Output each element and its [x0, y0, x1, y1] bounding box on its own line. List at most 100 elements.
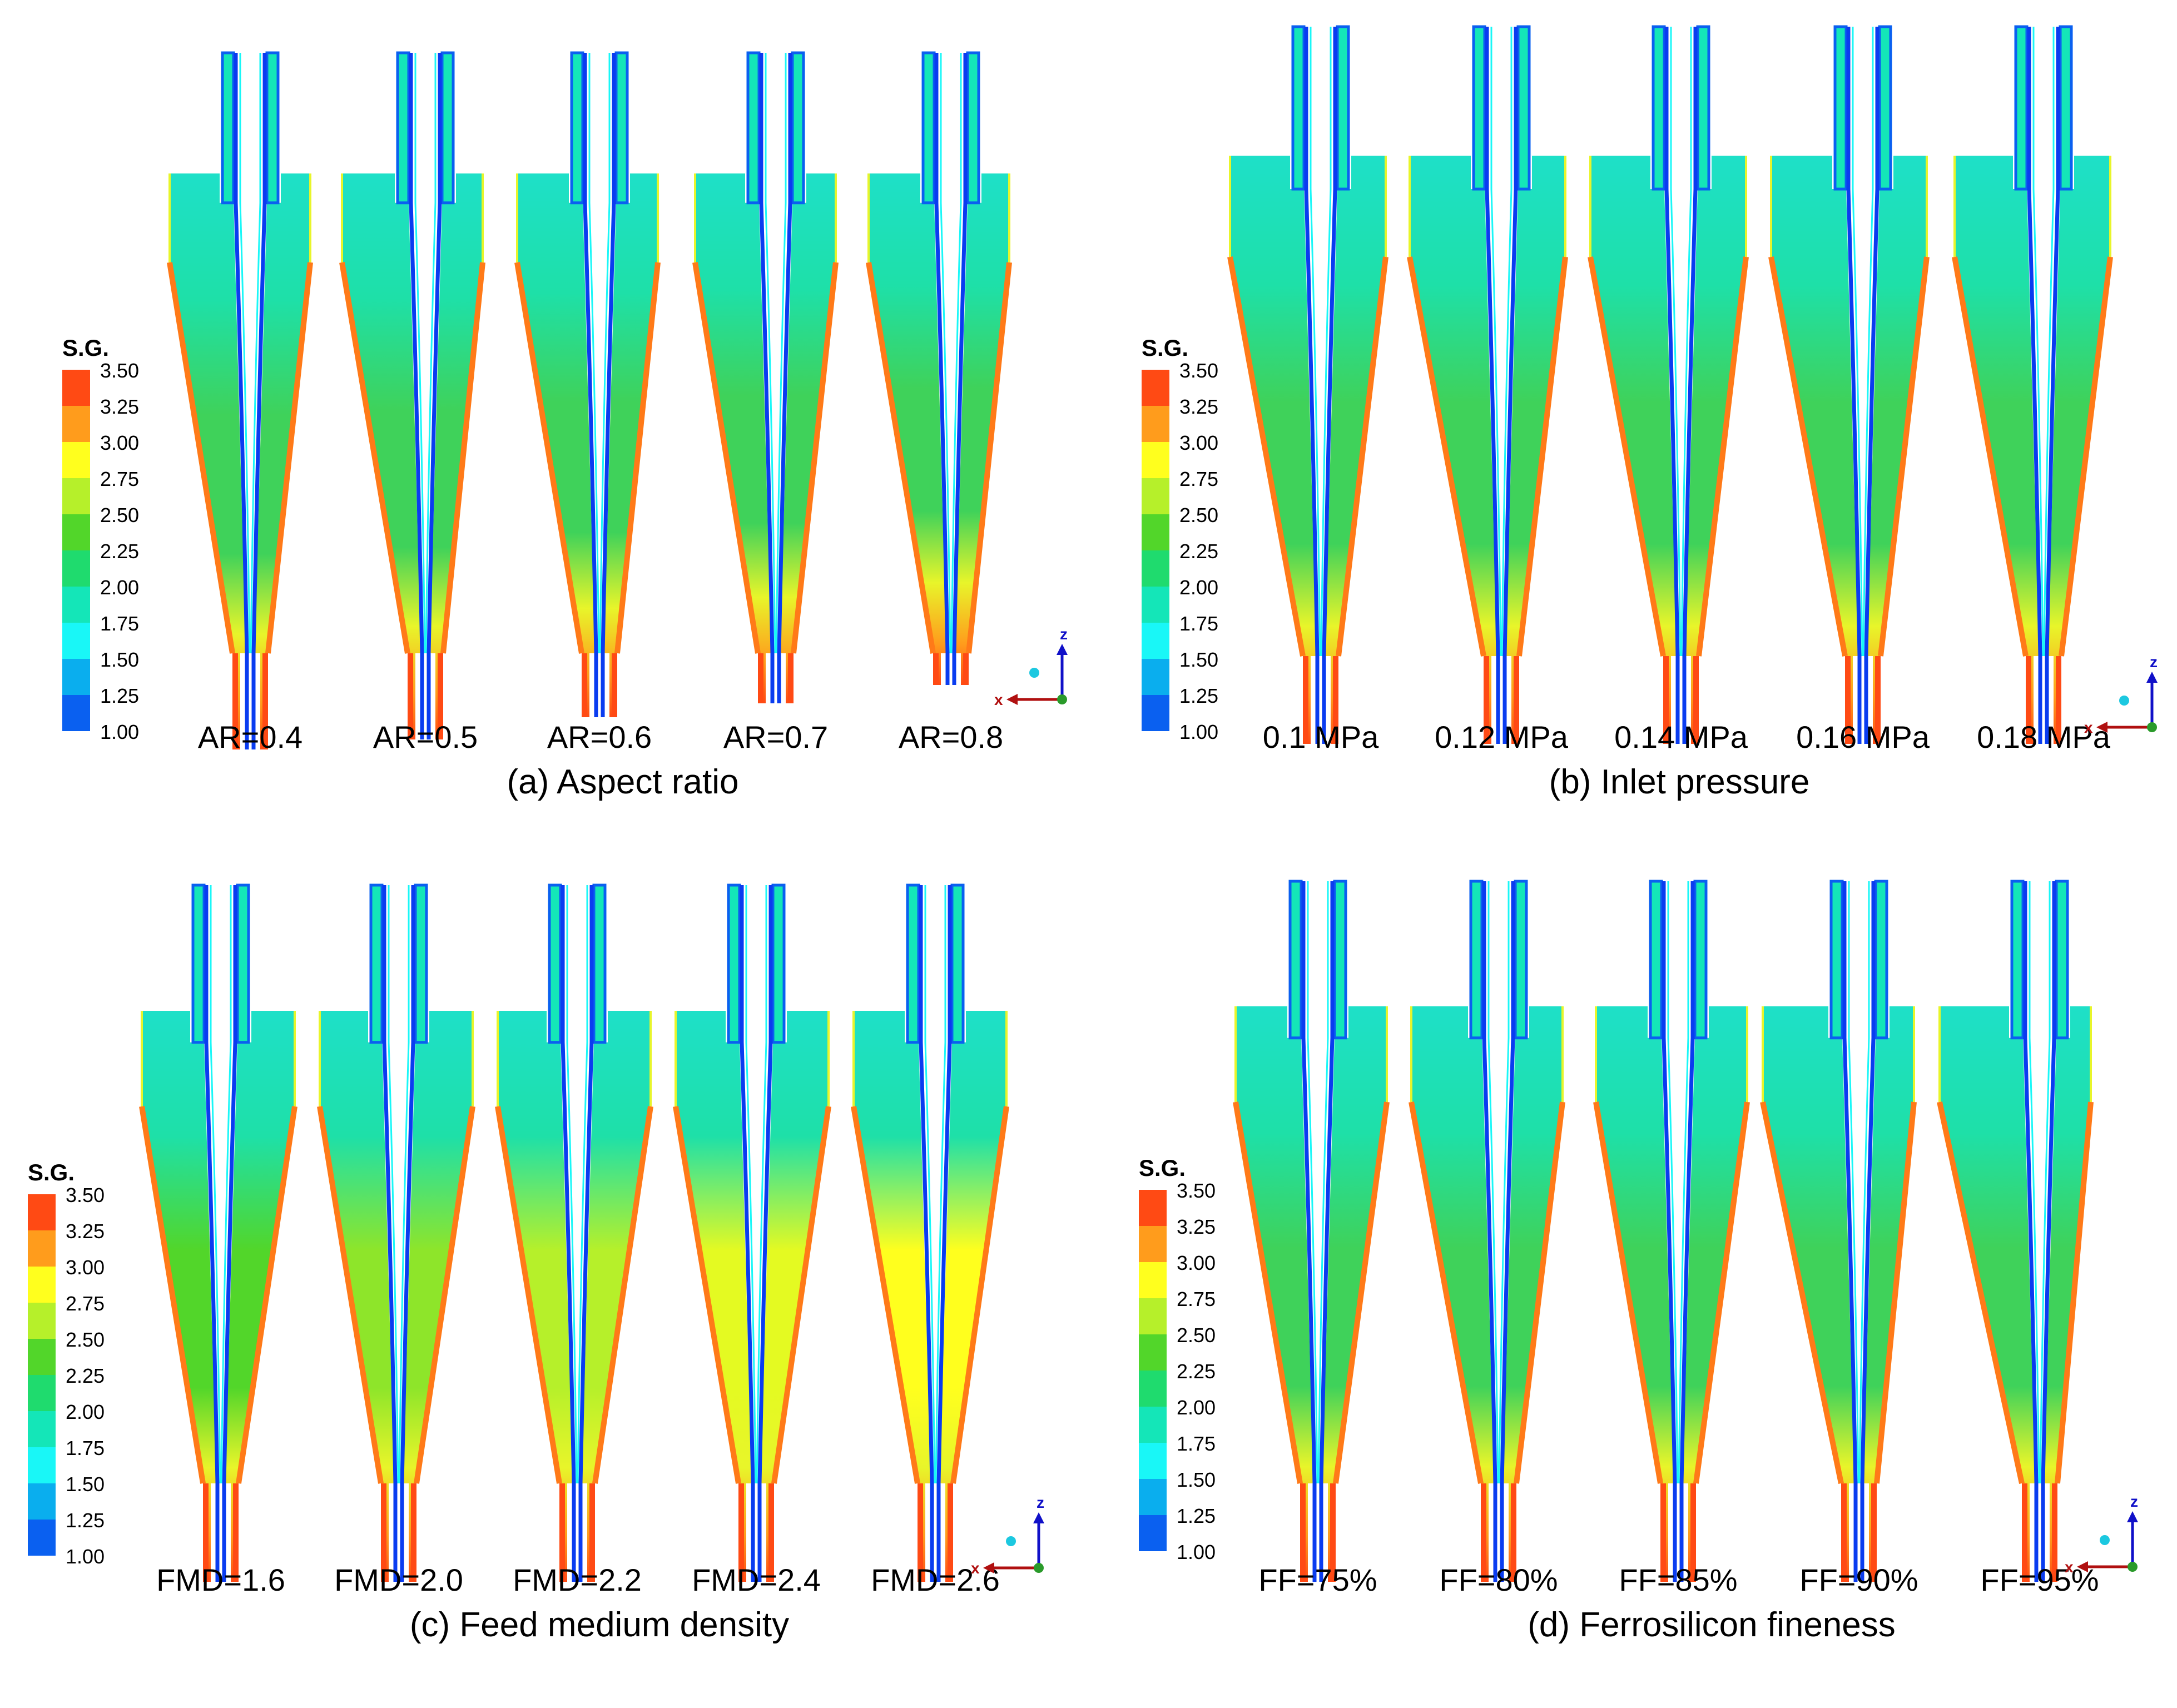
legend-swatch — [1142, 478, 1169, 514]
case-label: FF=75% — [1258, 1562, 1377, 1597]
legend-tick: 2.75 — [100, 468, 139, 490]
legend-tick: 2.50 — [100, 504, 139, 527]
legend-swatch — [62, 587, 90, 623]
legend-tick: 1.00 — [66, 1545, 105, 1568]
axis-z-label: z — [1060, 625, 1068, 643]
cyclone-contour — [673, 883, 831, 1582]
legend-tick: 2.75 — [1177, 1288, 1216, 1310]
legend-tick: 2.25 — [1177, 1360, 1216, 1383]
legend-tick: 1.00 — [100, 721, 139, 743]
case-label: FF=95% — [1980, 1562, 2099, 1597]
legend-swatch — [28, 1411, 56, 1447]
legend-swatch — [1139, 1262, 1167, 1298]
axis-triad: zx — [2084, 653, 2158, 736]
panel-caption: (b) Inlet pressure — [1549, 763, 1810, 801]
legend-tick: 3.50 — [1177, 1179, 1216, 1202]
case-label: AR=0.8 — [899, 719, 1003, 754]
legend-swatch — [1139, 1190, 1167, 1226]
case-label: 0.1 MPa — [1263, 719, 1379, 754]
legend-swatch — [1139, 1298, 1167, 1334]
legend-swatch — [1139, 1334, 1167, 1371]
case-label: FMD=1.6 — [156, 1562, 285, 1597]
legend-tick: 2.25 — [100, 540, 139, 563]
legend-tick: 2.75 — [66, 1292, 105, 1315]
case-label: FMD=2.2 — [513, 1562, 642, 1597]
legend-title: S.G. — [1142, 335, 1188, 361]
legend-title: S.G. — [28, 1159, 75, 1185]
axis-z-label: z — [2150, 653, 2158, 671]
panel-caption: (c) Feed medium density — [410, 1606, 789, 1644]
legend-swatch — [62, 370, 90, 406]
legend-swatch — [1142, 623, 1169, 659]
legend-tick: 2.25 — [1179, 540, 1218, 563]
cyclone-contour — [139, 883, 297, 1582]
cyclone-contour — [1937, 880, 2094, 1582]
legend-tick: 1.00 — [1177, 1541, 1216, 1563]
panel-d: FF=75% FF=80% FF=85% FF=90% FF=95% (d) Ferros… — [1139, 880, 2138, 1644]
legend-swatch — [62, 659, 90, 695]
axis-z-label: z — [2130, 1493, 2138, 1510]
cyclone-contour — [1233, 880, 1390, 1582]
legend-swatch — [62, 514, 90, 550]
cyclone-contour — [1227, 25, 1388, 744]
cyclone-contour — [1588, 25, 1749, 744]
case-label: 0.14 MPa — [1614, 719, 1748, 754]
cyclone-contour — [1409, 880, 1565, 1582]
legend-tick: 3.25 — [66, 1220, 105, 1243]
axis-x-label: x — [971, 1560, 980, 1577]
legend-tick: 1.25 — [66, 1509, 105, 1532]
legend-swatch — [1142, 587, 1169, 623]
case-label: 0.18 MPa — [1977, 719, 2111, 754]
legend-tick: 2.00 — [1177, 1396, 1216, 1419]
legend-tick: 1.25 — [1177, 1505, 1216, 1527]
panel-caption: (a) Aspect ratio — [507, 763, 739, 801]
legend-swatch — [1139, 1371, 1167, 1407]
legend-swatch — [1139, 1479, 1167, 1515]
panel-c: FMD=1.6 FMD=2.0 FMD=2.2 FMD=2.4 FMD=2.6 (c) F… — [28, 883, 1044, 1644]
legend-tick: 1.25 — [100, 684, 139, 707]
legend-swatch — [62, 406, 90, 442]
cyclone-contour — [692, 51, 839, 703]
panel-b: 0.1 MPa 0.12 MPa 0.14 MPa 0.16 MPa 0.18 MPa (… — [1142, 25, 2158, 801]
legend-swatch — [62, 550, 90, 587]
legend-swatch — [28, 1447, 56, 1483]
case-label: AR=0.5 — [373, 719, 478, 754]
case-label: AR=0.7 — [723, 719, 828, 754]
case-label: FF=90% — [1799, 1562, 1918, 1597]
axis-x-label: x — [994, 691, 1003, 708]
color-legend: S.G.3.50 3.25 3.00 2.75 2.50 2.25 2.00 1.75 1.50… — [62, 335, 139, 743]
legend-tick: 1.50 — [1179, 648, 1218, 671]
legend-tick: 1.25 — [1179, 684, 1218, 707]
legend-tick: 3.00 — [1177, 1252, 1216, 1274]
legend-tick: 3.00 — [1179, 431, 1218, 454]
legend-swatch — [62, 442, 90, 478]
legend-tick: 2.50 — [66, 1328, 105, 1351]
legend-swatch — [62, 623, 90, 659]
legend-swatch — [28, 1375, 56, 1411]
legend-swatch — [1142, 406, 1169, 442]
legend-tick: 1.75 — [66, 1437, 105, 1459]
cyclone-contour — [514, 51, 661, 717]
axis-z-label: z — [1037, 1494, 1044, 1511]
cyclone-contour — [1768, 25, 1930, 744]
legend-swatch — [1139, 1226, 1167, 1262]
legend-tick: 3.50 — [1179, 359, 1218, 382]
legend-swatch — [1142, 442, 1169, 478]
color-legend: S.G.3.50 3.25 3.00 2.75 2.50 2.25 2.00 1.75 1.50… — [1139, 1155, 1216, 1563]
color-legend: S.G.3.50 3.25 3.00 2.75 2.50 2.25 2.00 1.75 1.50… — [1142, 335, 1218, 743]
cyclone-contour — [317, 883, 475, 1582]
legend-tick: 2.75 — [1179, 468, 1218, 490]
legend-tick: 2.00 — [100, 576, 139, 599]
cyclone-contour — [1760, 880, 1917, 1582]
case-label: FF=80% — [1439, 1562, 1558, 1597]
legend-tick: 3.25 — [1179, 395, 1218, 418]
legend-swatch — [28, 1520, 56, 1556]
legend-tick: 2.25 — [66, 1364, 105, 1387]
case-label: FF=85% — [1619, 1562, 1737, 1597]
case-label: 0.12 MPa — [1435, 719, 1569, 754]
legend-tick: 1.00 — [1179, 721, 1218, 743]
cyclone-contour — [167, 51, 313, 749]
legend-swatch — [28, 1303, 56, 1339]
legend-tick: 3.25 — [100, 395, 139, 418]
